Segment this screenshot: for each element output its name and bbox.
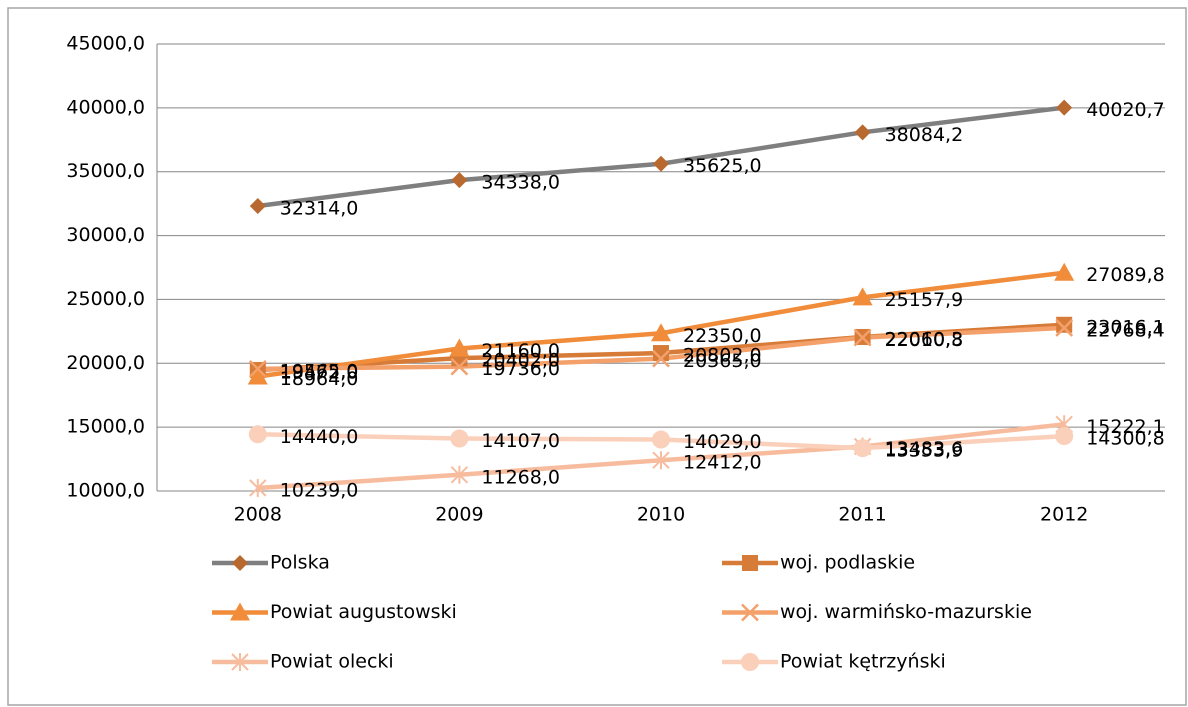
data-label: 18964,0 <box>280 368 359 390</box>
legend-label: Powiat augustowski <box>270 601 457 623</box>
y-tick-label: 35000,0 <box>66 160 145 182</box>
data-label: 20402,0 <box>481 350 560 372</box>
data-label: 34338,0 <box>481 172 560 194</box>
y-tick-label: 15000,0 <box>66 416 145 438</box>
legend-label: Powiat olecki <box>270 651 394 673</box>
data-label: 15222,1 <box>1086 416 1165 438</box>
data-label: 14107,0 <box>481 430 560 452</box>
data-label: 38084,2 <box>885 124 964 146</box>
point-marker <box>853 328 872 347</box>
y-tick-label: 30000,0 <box>66 224 145 246</box>
x-tick-label: 2009 <box>435 504 483 526</box>
data-label: 32314,0 <box>280 198 359 220</box>
data-label: 20365,0 <box>683 350 762 372</box>
data-label: 19565,0 <box>280 360 359 382</box>
legend-label: woj. warmińsko-mazurskie <box>780 601 1032 623</box>
data-label: 22350,0 <box>683 325 762 347</box>
point-marker <box>1055 427 1074 446</box>
point-marker <box>1056 316 1073 333</box>
data-label: 20802,0 <box>683 345 762 367</box>
data-label: 21160,0 <box>481 340 560 362</box>
point-marker <box>852 287 873 306</box>
x-tick-label: 2008 <box>234 504 282 526</box>
point-marker <box>853 439 872 458</box>
data-label: 22768,4 <box>1086 319 1165 341</box>
data-label: 23016,1 <box>1086 316 1165 338</box>
point-marker <box>652 349 670 368</box>
data-label: 13353,9 <box>885 440 964 462</box>
data-label: 19472,0 <box>280 362 359 384</box>
y-tick-label: 20000,0 <box>66 352 145 374</box>
point-marker <box>1054 262 1075 281</box>
point-marker <box>451 172 468 189</box>
data-label: 11268,0 <box>481 466 560 488</box>
legend-marker <box>741 603 759 622</box>
data-label: 19736,0 <box>481 358 560 380</box>
point-marker <box>653 345 669 362</box>
point-marker <box>1055 319 1074 337</box>
data-label: 27089,8 <box>1086 264 1165 286</box>
point-marker <box>248 359 267 378</box>
legend-label: Polska <box>270 552 330 574</box>
point-marker <box>247 366 268 385</box>
x-tick-label: 2010 <box>637 504 685 526</box>
point-marker <box>249 198 266 215</box>
legend-marker <box>741 653 759 671</box>
data-label: 25157,9 <box>885 289 964 311</box>
y-tick-label: 10000,0 <box>66 480 145 502</box>
point-marker <box>449 338 470 357</box>
point-marker <box>248 425 267 444</box>
y-tick-label: 40000,0 <box>66 96 145 118</box>
legend-marker <box>230 602 250 621</box>
data-label: 40020,7 <box>1086 99 1165 121</box>
legend-marker <box>232 555 248 571</box>
point-marker <box>450 465 469 484</box>
point-marker <box>1056 99 1073 116</box>
point-marker <box>652 451 670 470</box>
point-marker <box>652 430 670 449</box>
legend-label: woj. podlaskie <box>780 552 915 574</box>
point-marker <box>653 155 669 172</box>
y-tick-label: 45000,0 <box>66 33 145 55</box>
data-label: 10239,0 <box>280 479 359 501</box>
point-marker <box>450 429 469 448</box>
point-marker <box>249 478 267 497</box>
y-tick-label: 25000,0 <box>66 288 145 310</box>
data-label: 22010,8 <box>885 329 964 351</box>
data-label: 14440,0 <box>280 426 359 448</box>
data-label: 22060,3 <box>885 328 964 350</box>
data-label: 35625,0 <box>683 155 762 177</box>
data-label: 14029,0 <box>683 431 762 453</box>
point-marker <box>854 124 871 141</box>
data-label: 13483,6 <box>885 438 964 460</box>
point-marker <box>651 323 671 342</box>
legend-label: Powiat kętrzyński <box>780 651 946 673</box>
data-label: 14300,8 <box>1086 428 1165 450</box>
point-marker <box>450 357 469 376</box>
legend-marker <box>742 555 758 571</box>
legend-marker <box>231 653 249 671</box>
data-label: 12412,0 <box>683 452 762 474</box>
x-tick-label: 2012 <box>1040 504 1088 526</box>
x-tick-label: 2011 <box>838 504 886 526</box>
